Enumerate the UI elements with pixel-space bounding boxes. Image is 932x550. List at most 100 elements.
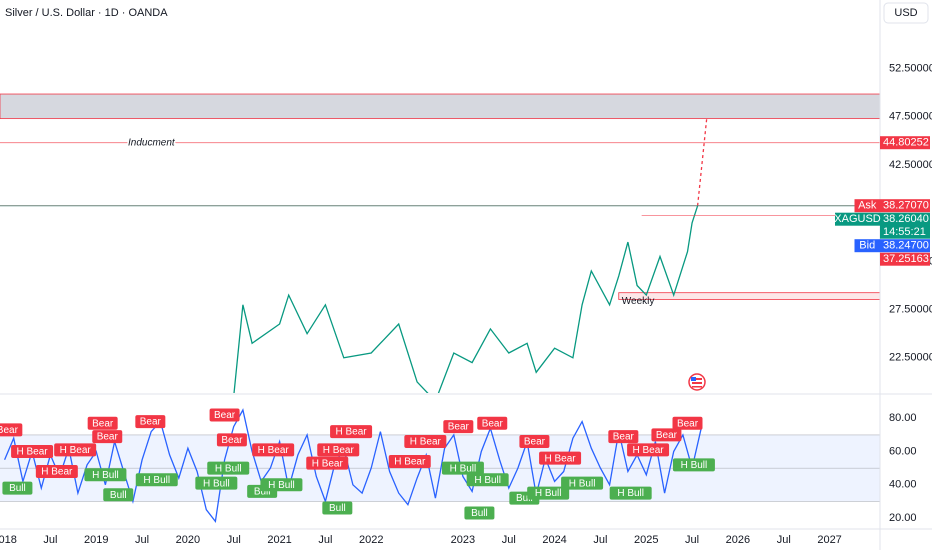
signal-tag	[35, 464, 78, 478]
x-tick-label: Jul	[502, 534, 516, 546]
signal-tag	[404, 435, 447, 449]
signal-tag	[388, 455, 431, 468]
signal-label: Bear	[482, 418, 504, 429]
signal-tag	[260, 478, 303, 492]
signal-tag	[561, 476, 604, 490]
signal-label: Bull	[516, 493, 533, 504]
level-annotation: Inducment	[128, 137, 176, 148]
signal-tag	[11, 445, 54, 459]
signal-label: H Bear	[312, 458, 344, 469]
x-tick-label: Jul	[318, 534, 332, 546]
signal-tag	[527, 486, 570, 500]
signal-tag	[135, 415, 166, 429]
signal-label: H Bull	[215, 463, 242, 474]
currency-button[interactable]	[883, 2, 929, 24]
x-tick-label: Jul	[227, 534, 241, 546]
signal-label: H Bull	[617, 488, 644, 499]
signal-tag	[87, 416, 118, 430]
signal-tag	[539, 451, 582, 465]
price-line	[233, 205, 699, 393]
signal-label: H Bear	[633, 445, 665, 456]
signal-label: Bear	[677, 418, 699, 429]
signal-label: Bear	[613, 432, 635, 443]
signal-label: Bear	[448, 422, 470, 433]
price-tag: Ask	[858, 200, 877, 212]
signal-tag	[252, 443, 295, 457]
x-tick-label: Jul	[43, 534, 57, 546]
price-tag: XAGUSD	[834, 213, 881, 225]
signal-tag	[477, 416, 508, 430]
signal-label: H Bull	[569, 478, 596, 489]
price-label: 38.27070	[883, 200, 929, 212]
signal-label: H Bull	[203, 478, 230, 489]
price-label: 37.25163	[883, 253, 929, 265]
signal-label: H Bull	[450, 463, 477, 474]
signal-tag	[103, 488, 134, 502]
x-tick-label: Jul	[685, 534, 699, 546]
price-tag-bg	[835, 212, 880, 226]
signal-label: H Bear	[258, 445, 290, 456]
signal-tag	[466, 473, 509, 487]
signal-label: H Bear	[41, 467, 73, 478]
signal-label: Bull	[329, 503, 346, 514]
signal-label: H Bear	[60, 445, 92, 456]
signal-label: H Bear	[323, 445, 355, 456]
price-label-bg	[880, 239, 930, 253]
signal-label: Bear	[221, 435, 243, 446]
signal-tag	[84, 468, 127, 482]
signal-tag	[322, 501, 353, 515]
signal-label: H Bull	[535, 488, 562, 499]
zone	[0, 93, 880, 120]
signal-tag	[608, 430, 639, 444]
x-tick-label: Jul	[135, 534, 149, 546]
price-pane: Weekly Inducment	[0, 93, 880, 393]
price-label-bg	[880, 199, 930, 213]
rsi-pane: Bear H Bear Bull H Bear H Bear Bear Bear H Bull…	[0, 408, 880, 523]
signal-label: Bear	[92, 418, 114, 429]
signal-label: Bull	[9, 483, 26, 494]
x-tick-label: 2021	[267, 534, 291, 546]
x-tick-label: 2026	[726, 534, 750, 546]
signal-label: H Bear	[17, 447, 49, 458]
signal-label: H Bear	[545, 453, 577, 464]
signal-tag	[207, 461, 250, 475]
signal-tag	[609, 486, 652, 500]
signal-tag	[627, 443, 670, 457]
signal-tag	[330, 425, 373, 439]
rsi-tick-label: 40.00	[889, 479, 917, 491]
price-time: 14:55:21	[883, 226, 926, 238]
y-tick-label: 27.50000	[889, 303, 932, 315]
price-tag-bg	[854, 199, 880, 213]
signal-label: Bear	[97, 432, 119, 443]
chart-title: Silver / U.S. Dollar · 1D · OANDA	[5, 7, 168, 19]
signal-label: H Bull	[143, 475, 170, 486]
signal-tag	[317, 443, 360, 457]
signal-tag	[54, 443, 97, 457]
x-tick-label: 2024	[542, 534, 566, 546]
currency[interactable]: USD	[894, 7, 917, 19]
signal-label: H Bull	[268, 480, 295, 491]
signal-label: H Bull	[474, 475, 501, 486]
signal-tag	[135, 473, 178, 487]
signal-tag	[519, 435, 550, 449]
signal-tag	[216, 433, 247, 447]
signal-tag	[195, 476, 238, 490]
signal-tag	[464, 506, 495, 520]
signal-tag	[2, 481, 33, 495]
rsi-line	[4, 408, 702, 523]
zone	[618, 292, 880, 300]
signal-label: Bear	[140, 417, 162, 428]
signal-tag	[209, 408, 240, 422]
y-tick-label: 42.50000	[889, 159, 932, 171]
signal-tag	[651, 428, 682, 442]
price-label-bg	[880, 136, 930, 150]
signal-tag	[92, 430, 123, 444]
rsi-tick-label: 20.00	[889, 512, 917, 524]
rsi-tick-label: 80.00	[889, 412, 917, 424]
signal-label: Bull	[110, 490, 127, 501]
signal-tag	[0, 423, 23, 437]
signal-label: Bear	[0, 425, 19, 436]
flag-icon	[688, 373, 706, 391]
